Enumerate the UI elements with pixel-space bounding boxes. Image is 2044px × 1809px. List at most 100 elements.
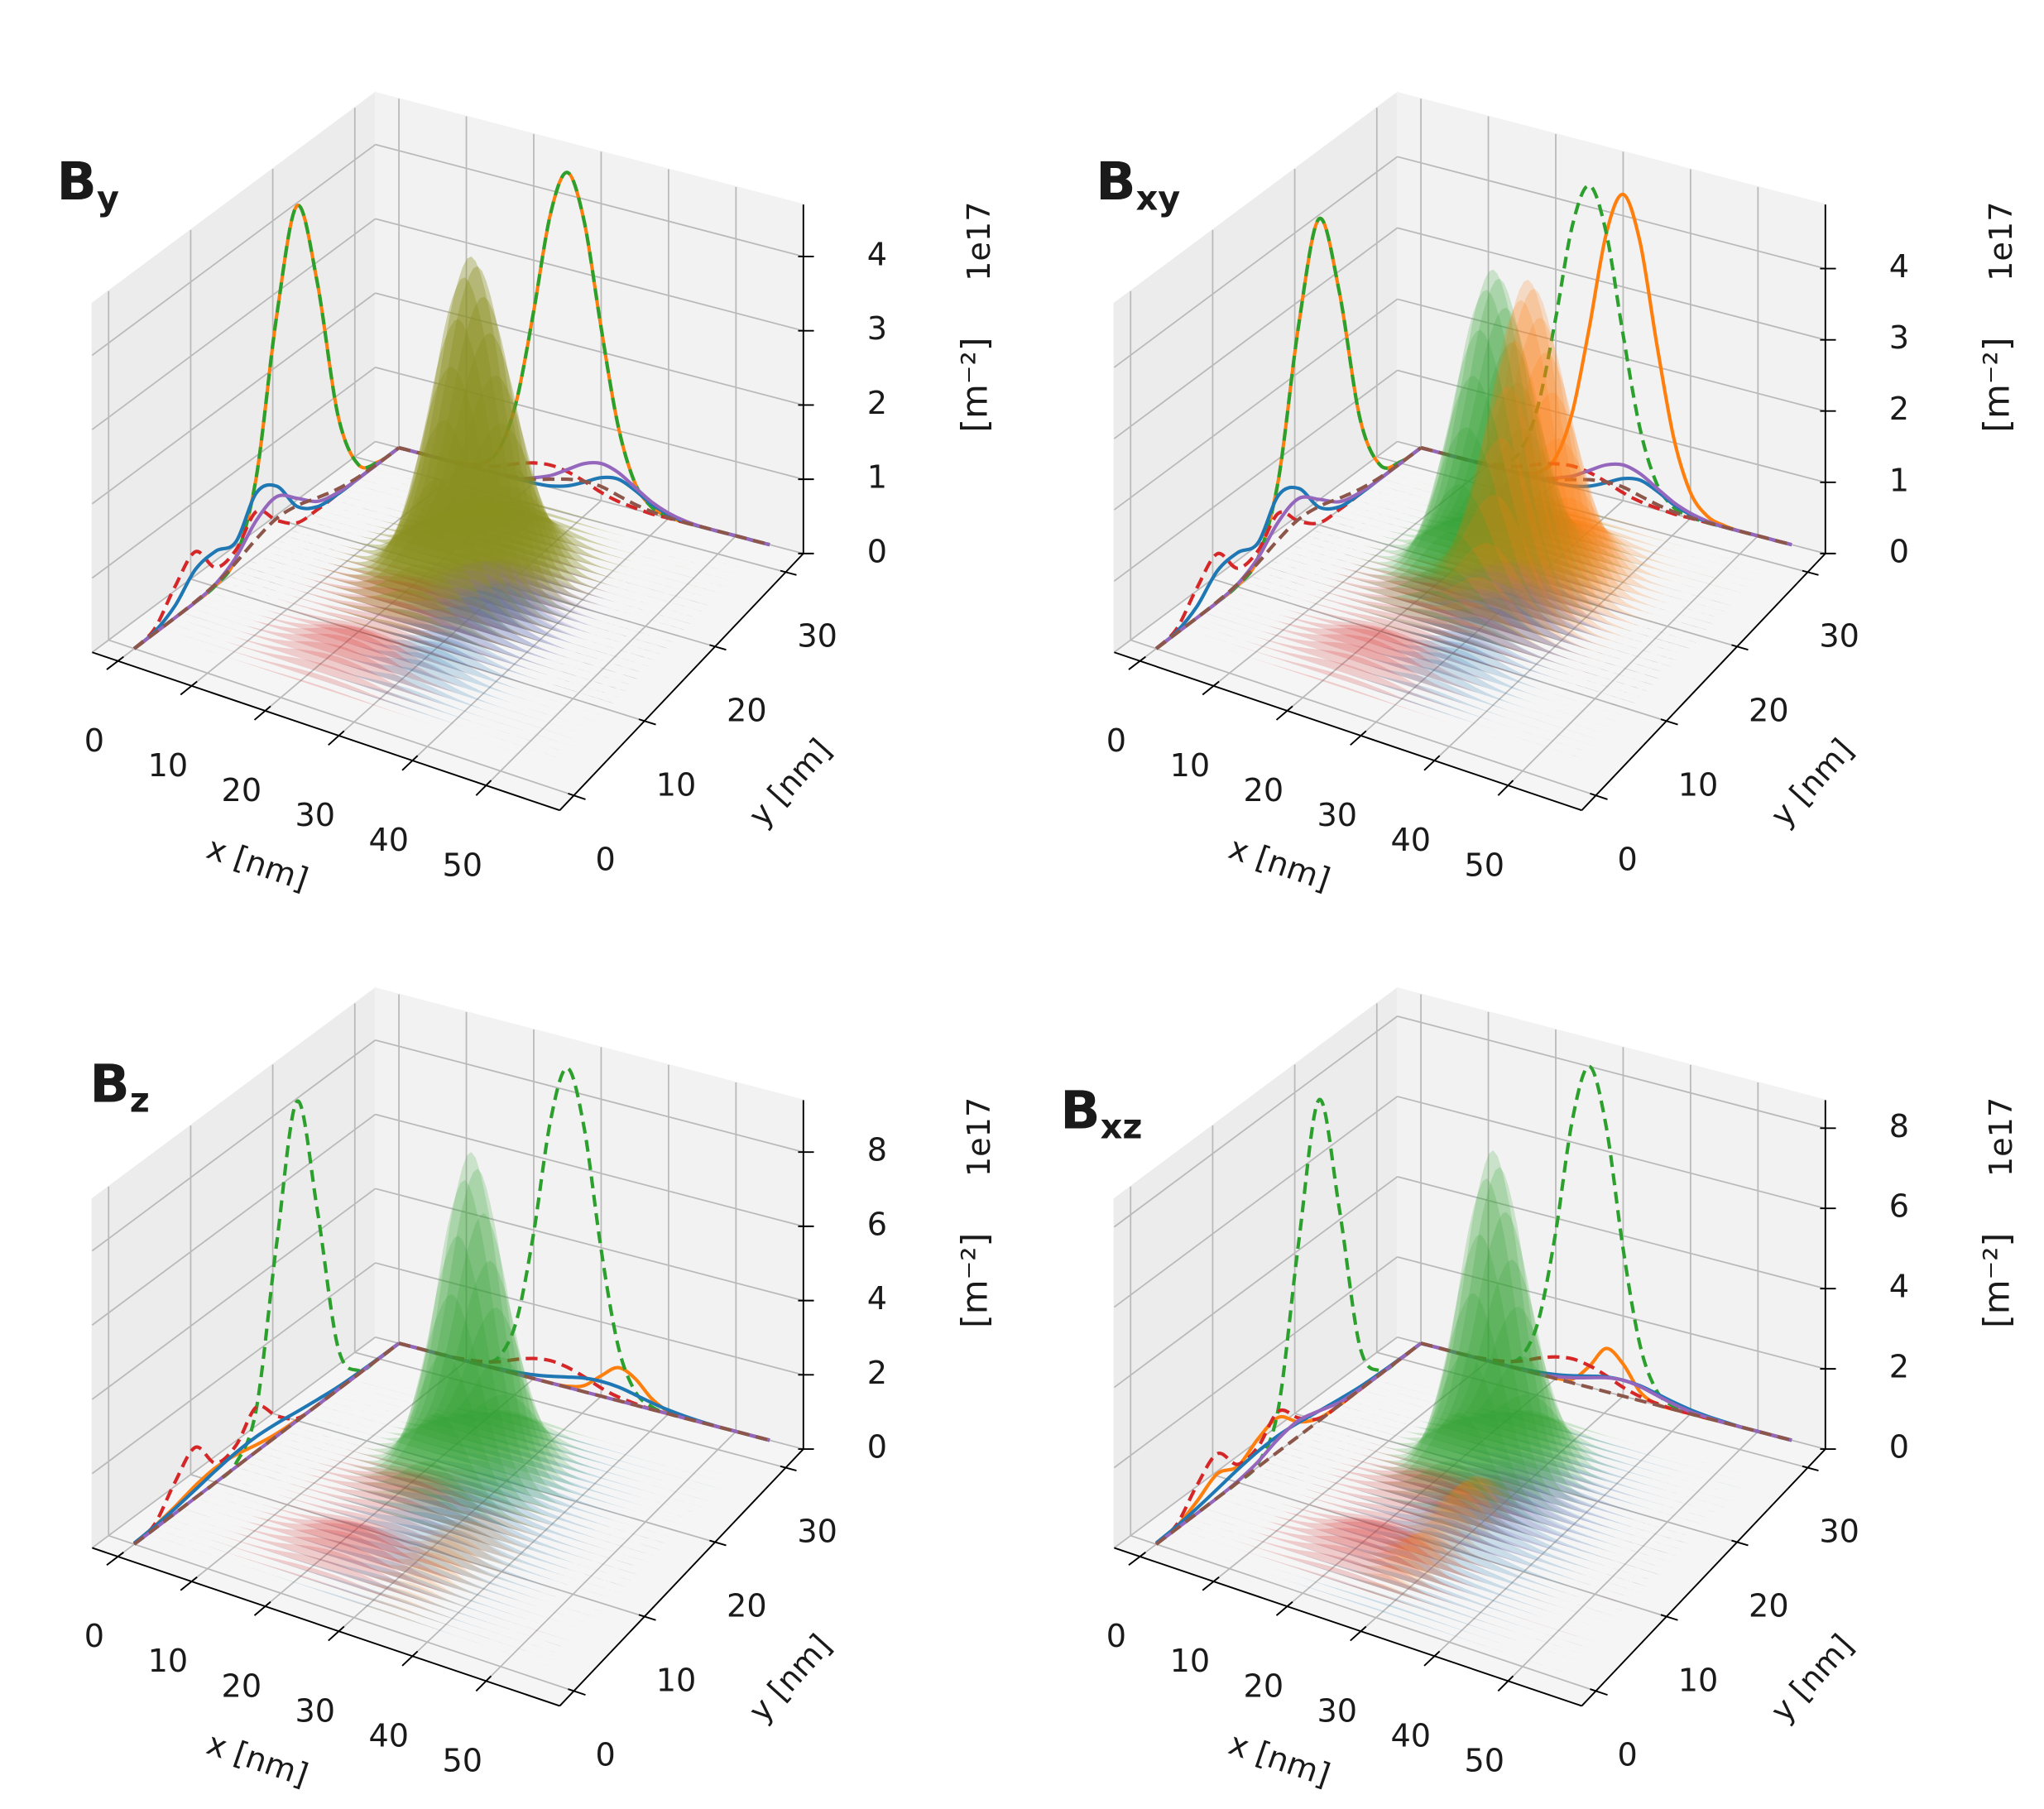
surface-slice <box>1298 376 1685 655</box>
y-tick-label: 0 <box>1618 842 1638 878</box>
grid-line <box>1113 298 1399 511</box>
surface-slice <box>270 545 657 661</box>
surface-slice <box>175 1513 573 1643</box>
surface-slice <box>1271 560 1661 679</box>
grid-line <box>1376 456 1808 573</box>
surface-slice <box>1319 279 1703 637</box>
surface-slice <box>1251 576 1643 698</box>
surface-slice <box>270 420 657 661</box>
surface-slice <box>1203 1508 1601 1636</box>
surface-slice <box>1224 597 1619 722</box>
surface-slice <box>188 1503 585 1630</box>
y-tick <box>1590 1688 1608 1696</box>
surface-slice <box>304 266 687 631</box>
surface-slice <box>262 550 651 668</box>
surface-slice <box>290 1425 674 1538</box>
grid-line <box>1130 1534 1596 1692</box>
surface-slice <box>1332 1212 1715 1520</box>
surface-slice <box>344 488 722 594</box>
surface-slice <box>147 1533 549 1667</box>
panel-label-sub: y <box>97 178 119 218</box>
surface-slice <box>1339 1404 1720 1514</box>
surface-slice <box>1284 1446 1673 1563</box>
surface-slice <box>1346 382 1726 612</box>
surface-slice <box>1237 587 1631 710</box>
x-tick <box>180 680 198 696</box>
surface-slice <box>1346 1399 1726 1508</box>
surface-slice <box>283 319 669 649</box>
surface-slice <box>357 1374 734 1477</box>
surface-slice <box>1176 1528 1577 1661</box>
x-tick-label: 30 <box>1317 1693 1358 1730</box>
surface-slice <box>215 587 609 710</box>
x-tick-label: 40 <box>1390 1718 1431 1754</box>
grid-line <box>91 218 377 430</box>
grid-line <box>338 500 602 737</box>
x-tick <box>1350 730 1367 746</box>
surface-slice <box>249 560 639 679</box>
y-tick <box>568 792 586 800</box>
z-tick-label: 2 <box>867 1356 887 1392</box>
surface-slice <box>256 529 645 674</box>
grid-line <box>375 1262 804 1376</box>
surface-slice <box>1379 478 1756 582</box>
grid-line <box>375 1039 804 1153</box>
grid-line <box>1397 1256 1826 1370</box>
surface-slice <box>1400 463 1774 564</box>
z-tick-label: 8 <box>1889 1109 1909 1145</box>
y-axis-label: y [nm] <box>742 732 839 834</box>
surface-slice <box>1292 545 1679 661</box>
surface-slice <box>215 587 609 710</box>
surface-slice <box>1251 576 1643 698</box>
panel: 0 10 20 30 40 50 0 10 20 30 0 2 4 6 8 x [nm] y [nm] [m⁻²]… <box>84 986 998 1794</box>
surface-slice <box>310 296 693 625</box>
surface-slice <box>181 1508 579 1636</box>
surface-slice <box>168 1518 568 1648</box>
surface-slice <box>1237 587 1631 710</box>
y-tick <box>709 644 727 651</box>
y-tick <box>780 1465 797 1471</box>
surface-slice <box>262 550 651 668</box>
x-tick-label: 50 <box>442 847 482 884</box>
surface-slice <box>357 478 734 582</box>
surface-slice <box>1305 1234 1691 1544</box>
surface-slice <box>1258 1466 1649 1587</box>
surface-slice <box>310 514 693 625</box>
surface-slice <box>188 1503 585 1630</box>
surface-slice <box>256 529 645 674</box>
grid-line <box>1212 1474 1667 1618</box>
x-tick <box>1128 655 1146 670</box>
grid-line <box>190 1360 468 1582</box>
x-tick-label: 10 <box>1170 748 1211 785</box>
surface-slice <box>1360 465 1739 600</box>
surface-slice <box>175 1513 573 1643</box>
surface-slice <box>1271 1456 1661 1576</box>
grid-line <box>354 456 786 573</box>
surface-slice <box>317 333 698 618</box>
x-tick-label: 20 <box>222 1668 262 1705</box>
surface-slice <box>202 1492 597 1618</box>
y-axis-label: y [nm] <box>1764 732 1861 834</box>
x-tick-label: 20 <box>1244 1668 1284 1705</box>
grid-line <box>1397 369 1826 483</box>
surface-slice <box>1312 1425 1696 1538</box>
offset-text: 1e17 <box>962 201 998 281</box>
y-tick-label: 20 <box>727 693 767 729</box>
y-tick-label: 10 <box>1678 767 1719 804</box>
y-tick <box>1802 1465 1819 1471</box>
surface-slice <box>262 479 651 668</box>
surface-slice <box>168 622 568 753</box>
grid-line <box>375 1188 804 1302</box>
surface-slice <box>181 1508 579 1636</box>
surface-slice <box>236 1466 627 1587</box>
surface-slice <box>249 560 639 679</box>
back-wall-curve <box>398 446 770 547</box>
surface-slice <box>324 375 704 612</box>
grid-line <box>1360 1395 1624 1632</box>
surface-slice <box>1264 566 1655 686</box>
surface-slice <box>222 581 615 704</box>
surface-slice <box>215 587 609 710</box>
grid-line <box>411 517 669 761</box>
y-tick-label: 10 <box>656 767 697 804</box>
